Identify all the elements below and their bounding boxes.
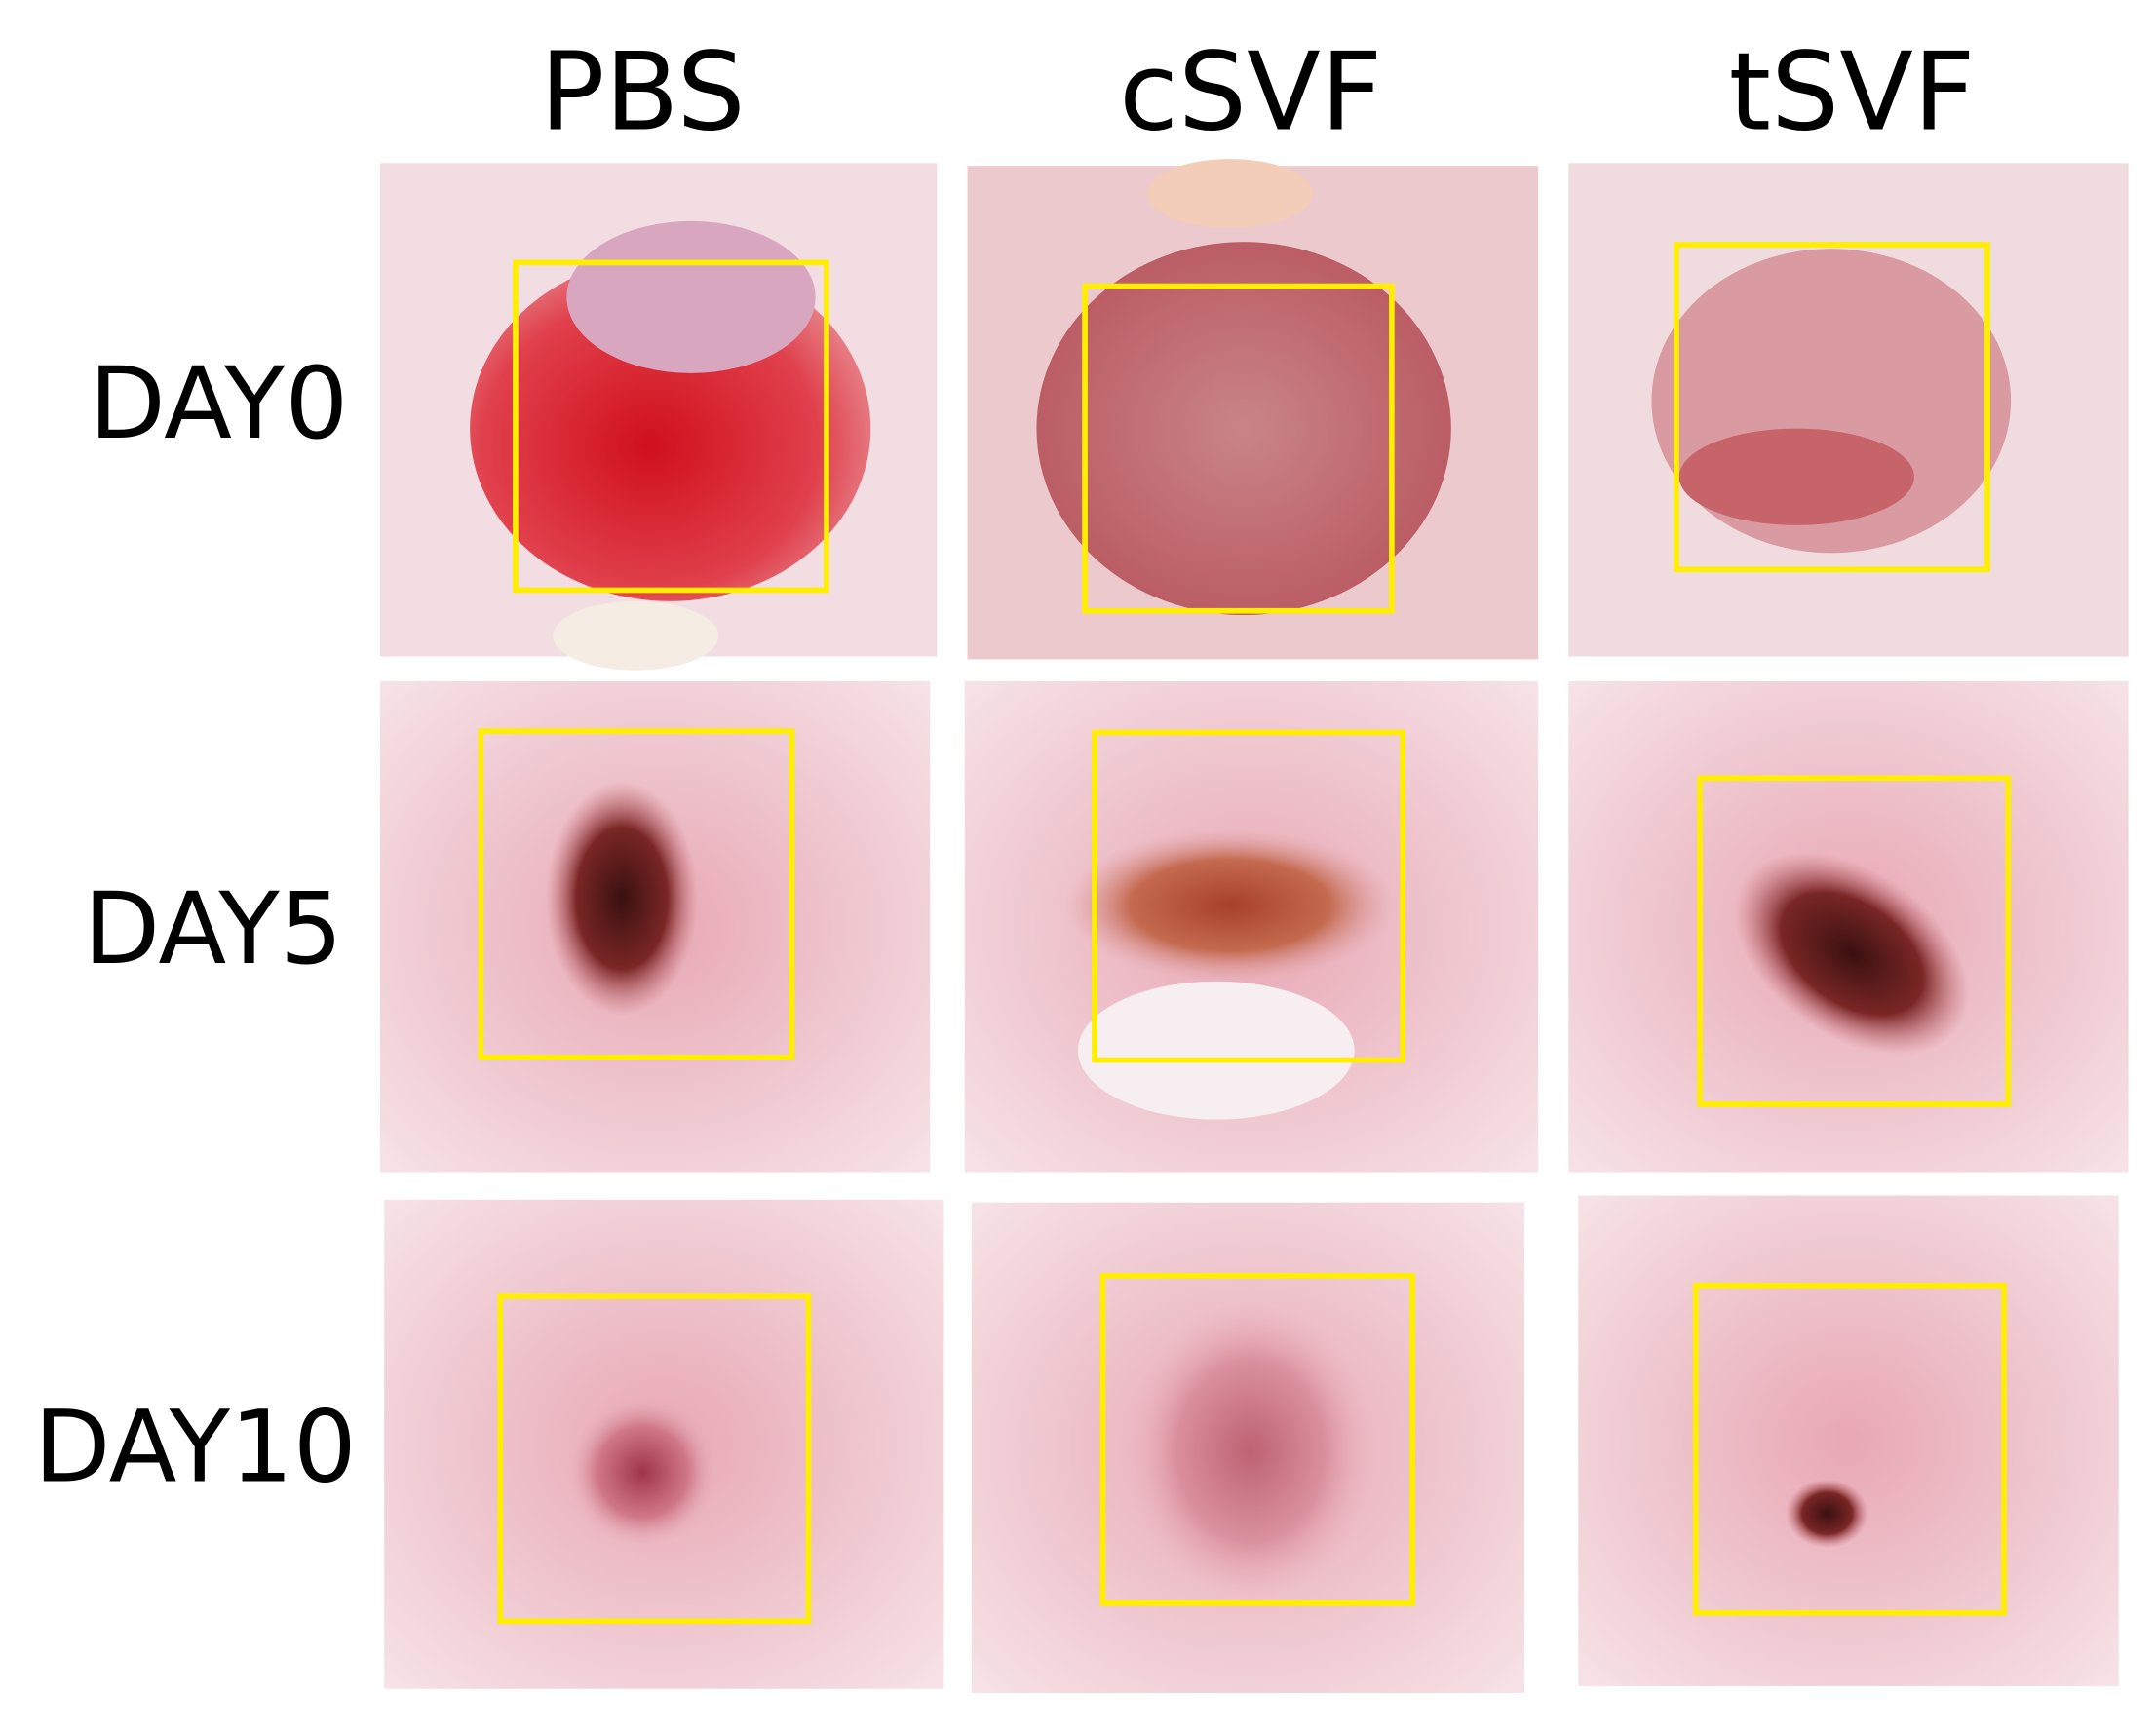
photo <box>379 163 938 671</box>
column-label: PBS <box>540 29 746 155</box>
photo <box>1568 163 2129 657</box>
column-label: tSVF <box>1729 29 1976 155</box>
photo <box>1578 1195 2119 1686</box>
row-label: DAY10 <box>34 1390 357 1506</box>
photo <box>384 1199 944 1689</box>
row-label: DAY5 <box>84 871 343 987</box>
photo <box>971 1202 1524 1694</box>
photo <box>1568 681 2129 1173</box>
column-label: cSVF <box>1119 29 1382 155</box>
row-label: DAY0 <box>89 346 348 462</box>
photo <box>379 681 931 1173</box>
photo <box>964 681 1539 1173</box>
photo <box>967 159 1539 660</box>
